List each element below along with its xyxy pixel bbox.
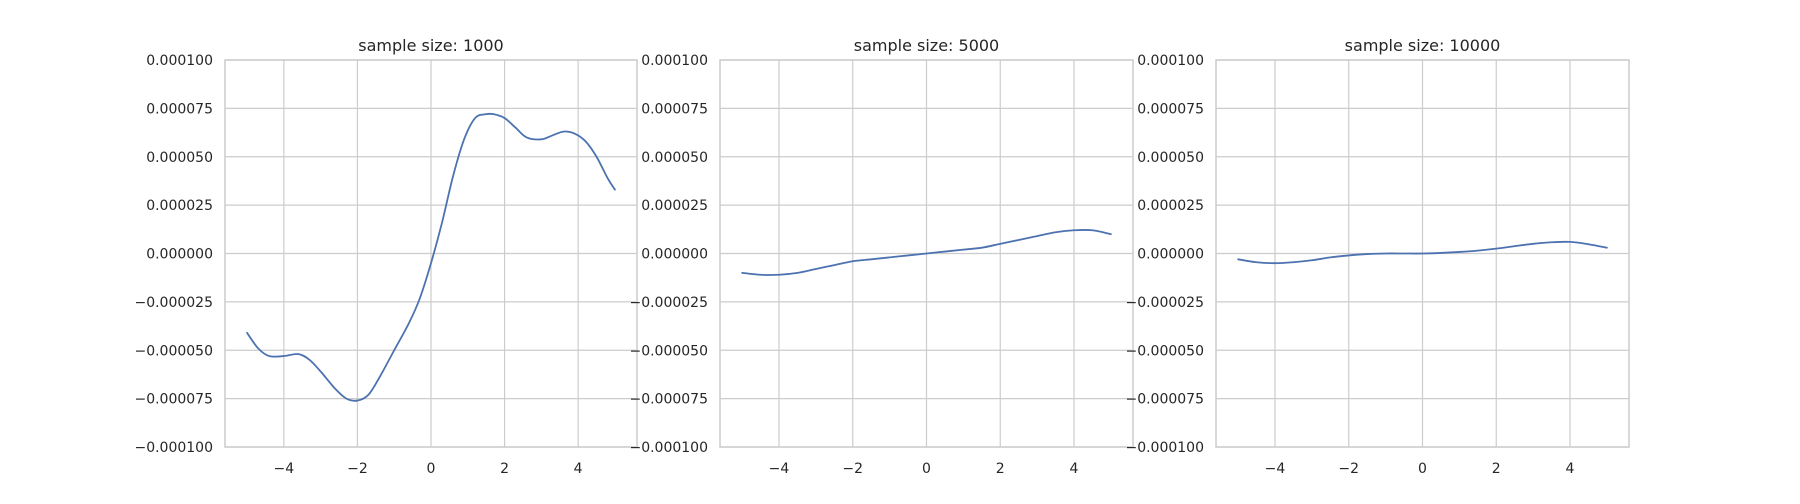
y-tick-label: 0.000100 (641, 53, 708, 69)
x-tick-label: −2 (347, 461, 368, 477)
y-tick-label: 0.000100 (1137, 53, 1204, 69)
y-tick-label: −0.000100 (1125, 440, 1204, 456)
series-line (1237, 240, 1608, 265)
y-tick-label: 0.000025 (641, 198, 708, 214)
x-tick-label: −4 (769, 461, 790, 477)
y-tick-label: −0.000025 (134, 295, 213, 311)
x-tick-label: 2 (500, 461, 509, 477)
axes-frame (719, 59, 1134, 448)
y-tick-label: 0.000000 (641, 247, 708, 263)
y-tick-label: 0.000050 (641, 150, 708, 166)
y-tick-label: −0.000050 (134, 343, 213, 359)
y-tick-label: 0.000025 (146, 198, 213, 214)
x-tick-label: 0 (427, 461, 436, 477)
y-tick-label: 0.000025 (1137, 198, 1204, 214)
chart-panel-3: −0.000100 −0.000075 −0.000050 −0.000025 0.00… (1125, 36, 1630, 477)
chart-title: sample size: 5000 (854, 36, 999, 55)
y-tick-label: 0.000050 (1137, 150, 1204, 166)
y-tick-label: −0.000100 (629, 440, 708, 456)
y-tick-label: 0.000000 (146, 247, 213, 263)
y-tick-label: −0.000075 (134, 392, 213, 408)
y-tick-label: −0.000025 (1125, 295, 1204, 311)
y-tick-label: −0.000075 (629, 392, 708, 408)
y-tick-label: 0.000075 (146, 101, 213, 117)
x-tick-label: 4 (574, 461, 583, 477)
y-tick-label: −0.000100 (134, 440, 213, 456)
x-tick-label: 4 (1070, 461, 1079, 477)
x-tick-label: 0 (922, 461, 931, 477)
x-tick-label: 4 (1566, 461, 1575, 477)
y-tick-label: 0.000000 (1137, 247, 1204, 263)
x-tick-label: −2 (842, 461, 863, 477)
y-tick-label: −0.000050 (1125, 343, 1204, 359)
series-line (246, 112, 616, 402)
y-tick-label: 0.000050 (146, 150, 213, 166)
x-tick-label: −2 (1338, 461, 1359, 477)
y-tick-label: 0.000075 (641, 101, 708, 117)
x-tick-label: 2 (996, 461, 1005, 477)
x-tick-label: 0 (1418, 461, 1427, 477)
x-tick-label: −4 (1265, 461, 1286, 477)
chart-panel-1: −0.000100 −0.000075 −0.000050 −0.000025 0.00… (134, 36, 638, 477)
y-tick-label: −0.000050 (629, 343, 708, 359)
chart-title: sample size: 1000 (358, 36, 503, 55)
axes-frame (1215, 59, 1630, 448)
y-tick-label: −0.000075 (1125, 392, 1204, 408)
chart-title: sample size: 10000 (1345, 36, 1501, 55)
y-tick-label: 0.000075 (1137, 101, 1204, 117)
chart-panel-2: −0.000100 −0.000075 −0.000050 −0.000025 0.00… (629, 36, 1134, 477)
x-tick-label: 2 (1492, 461, 1501, 477)
y-tick-label: −0.000025 (629, 295, 708, 311)
axes-frame (224, 59, 638, 448)
y-tick-label: 0.000100 (146, 53, 213, 69)
x-tick-label: −4 (274, 461, 295, 477)
series-line (741, 229, 1112, 276)
